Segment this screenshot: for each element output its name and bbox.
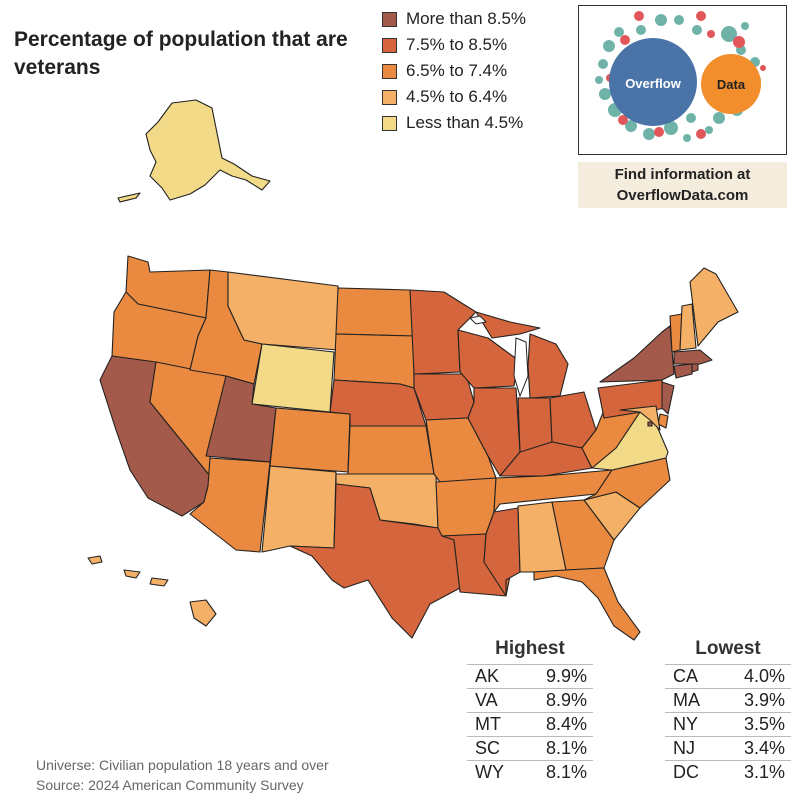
state-hi[interactable] <box>189 599 217 627</box>
legend-swatch <box>382 63 397 79</box>
state-wi[interactable] <box>457 329 519 389</box>
state-code: MA <box>673 690 700 710</box>
highest-title: Highest <box>495 638 565 659</box>
state-co[interactable] <box>269 407 351 473</box>
state-ma[interactable] <box>673 349 713 365</box>
logo-word-data: Data <box>717 77 746 92</box>
table-row: MT 8.4% <box>467 712 593 736</box>
state-il[interactable] <box>467 387 521 477</box>
legend-label: 6.5% to 7.4% <box>406 61 508 80</box>
state-hi-oahu[interactable] <box>123 569 141 579</box>
state-value: 3.5% <box>743 714 785 734</box>
table-row: NJ 3.4% <box>665 736 791 760</box>
table-row: AK 9.9% <box>467 664 593 688</box>
state-code: NY <box>673 714 699 734</box>
state-nd[interactable] <box>335 287 415 337</box>
state-mi[interactable] <box>527 333 569 399</box>
table-row: MA 3.9% <box>665 688 791 712</box>
state-value: 8.4% <box>545 714 587 734</box>
state-ia[interactable] <box>413 373 475 421</box>
state-nm[interactable] <box>261 465 337 553</box>
legend-label: 4.5% to 6.4% <box>406 87 508 106</box>
bubble-logo-icon: Overflow Data <box>595 11 766 142</box>
state-sd[interactable] <box>333 333 415 389</box>
legend-swatch <box>382 115 397 131</box>
state-code: VA <box>475 690 498 710</box>
state-code: DC <box>673 762 699 782</box>
logo-word-overflow: Overflow <box>625 76 682 91</box>
state-value: 3.1% <box>743 762 785 782</box>
survey-text: Source: 2024 American Community Survey <box>36 777 304 793</box>
lake-superior <box>468 315 488 325</box>
legend-label: Less than 4.5% <box>406 113 524 132</box>
legend-item: 4.5% to 6.4% <box>382 84 526 110</box>
state-code: CA <box>673 666 699 686</box>
state-nj[interactable] <box>661 381 675 415</box>
state-code: AK <box>475 666 500 686</box>
find-info-line1: Find information at <box>614 166 751 183</box>
find-info-banner[interactable]: Find information at OverflowData.com <box>578 162 787 208</box>
state-az[interactable] <box>189 457 271 553</box>
state-code: SC <box>475 738 501 758</box>
legend-swatch <box>382 89 397 105</box>
table-row: SC 8.1% <box>467 736 593 760</box>
map-title: Percentage of population that are vetera… <box>14 28 348 79</box>
legend-label: 7.5% to 8.5% <box>406 35 508 54</box>
state-fl[interactable] <box>533 567 641 641</box>
table-row: VA 8.9% <box>467 688 593 712</box>
legend-swatch <box>382 11 397 27</box>
state-hi-kauai[interactable] <box>87 555 103 565</box>
state-code: MT <box>475 714 501 734</box>
state-hi-maui[interactable] <box>149 577 169 587</box>
legend-item: 6.5% to 7.4% <box>382 58 526 84</box>
state-value: 8.1% <box>545 738 587 758</box>
state-value: 9.9% <box>545 666 587 686</box>
state-value: 3.9% <box>743 690 785 710</box>
state-mt[interactable] <box>227 271 339 351</box>
state-mi-upper[interactable] <box>475 311 541 339</box>
overflow-data-logo[interactable]: Overflow Data <box>578 5 787 155</box>
state-value: 8.9% <box>545 690 587 710</box>
table-row: CA 4.0% <box>665 664 791 688</box>
legend: More than 8.5% 7.5% to 8.5% 6.5% to 7.4%… <box>382 6 526 136</box>
state-wy[interactable] <box>251 343 335 413</box>
state-value: 3.4% <box>743 738 785 758</box>
state-value: 4.0% <box>743 666 785 686</box>
legend-label: More than 8.5% <box>406 9 527 28</box>
lowest-title: Lowest <box>695 638 761 659</box>
state-ct[interactable] <box>673 363 693 379</box>
lowest-table: Lowest CA 4.0% MA 3.9% NY 3.5% NJ 3.4% DC 3.1… <box>665 634 791 784</box>
legend-item: Less than 4.5% <box>382 110 526 136</box>
universe-text: Universe: Civilian population 18 years a… <box>36 757 329 773</box>
table-row: WY 8.1% <box>467 760 593 784</box>
state-dc[interactable] <box>647 421 653 427</box>
state-ga[interactable] <box>551 499 615 571</box>
legend-item: 7.5% to 8.5% <box>382 32 526 58</box>
state-me[interactable] <box>689 267 739 347</box>
state-ak[interactable] <box>145 99 271 201</box>
legend-swatch <box>382 37 397 53</box>
table-row: DC 3.1% <box>665 760 791 784</box>
lake-michigan <box>513 337 529 398</box>
state-tx[interactable] <box>289 483 461 639</box>
legend-item: More than 8.5% <box>382 6 526 32</box>
find-info-link[interactable]: OverflowData.com <box>616 187 749 204</box>
state-ar[interactable] <box>435 477 497 537</box>
state-code: NJ <box>673 738 695 758</box>
state-value: 8.1% <box>545 762 587 782</box>
table-row: NY 3.5% <box>665 712 791 736</box>
state-ak-islands[interactable] <box>117 192 141 203</box>
state-nh[interactable] <box>679 303 697 351</box>
state-ks[interactable] <box>347 425 435 475</box>
state-ny[interactable] <box>599 325 675 383</box>
state-md[interactable] <box>619 405 661 431</box>
state-code: WY <box>475 762 504 782</box>
source-note: Universe: Civilian population 18 years a… <box>36 755 329 795</box>
highest-table: Highest AK 9.9% VA 8.9% MT 8.4% SC 8.1% WY 8.… <box>467 634 593 784</box>
